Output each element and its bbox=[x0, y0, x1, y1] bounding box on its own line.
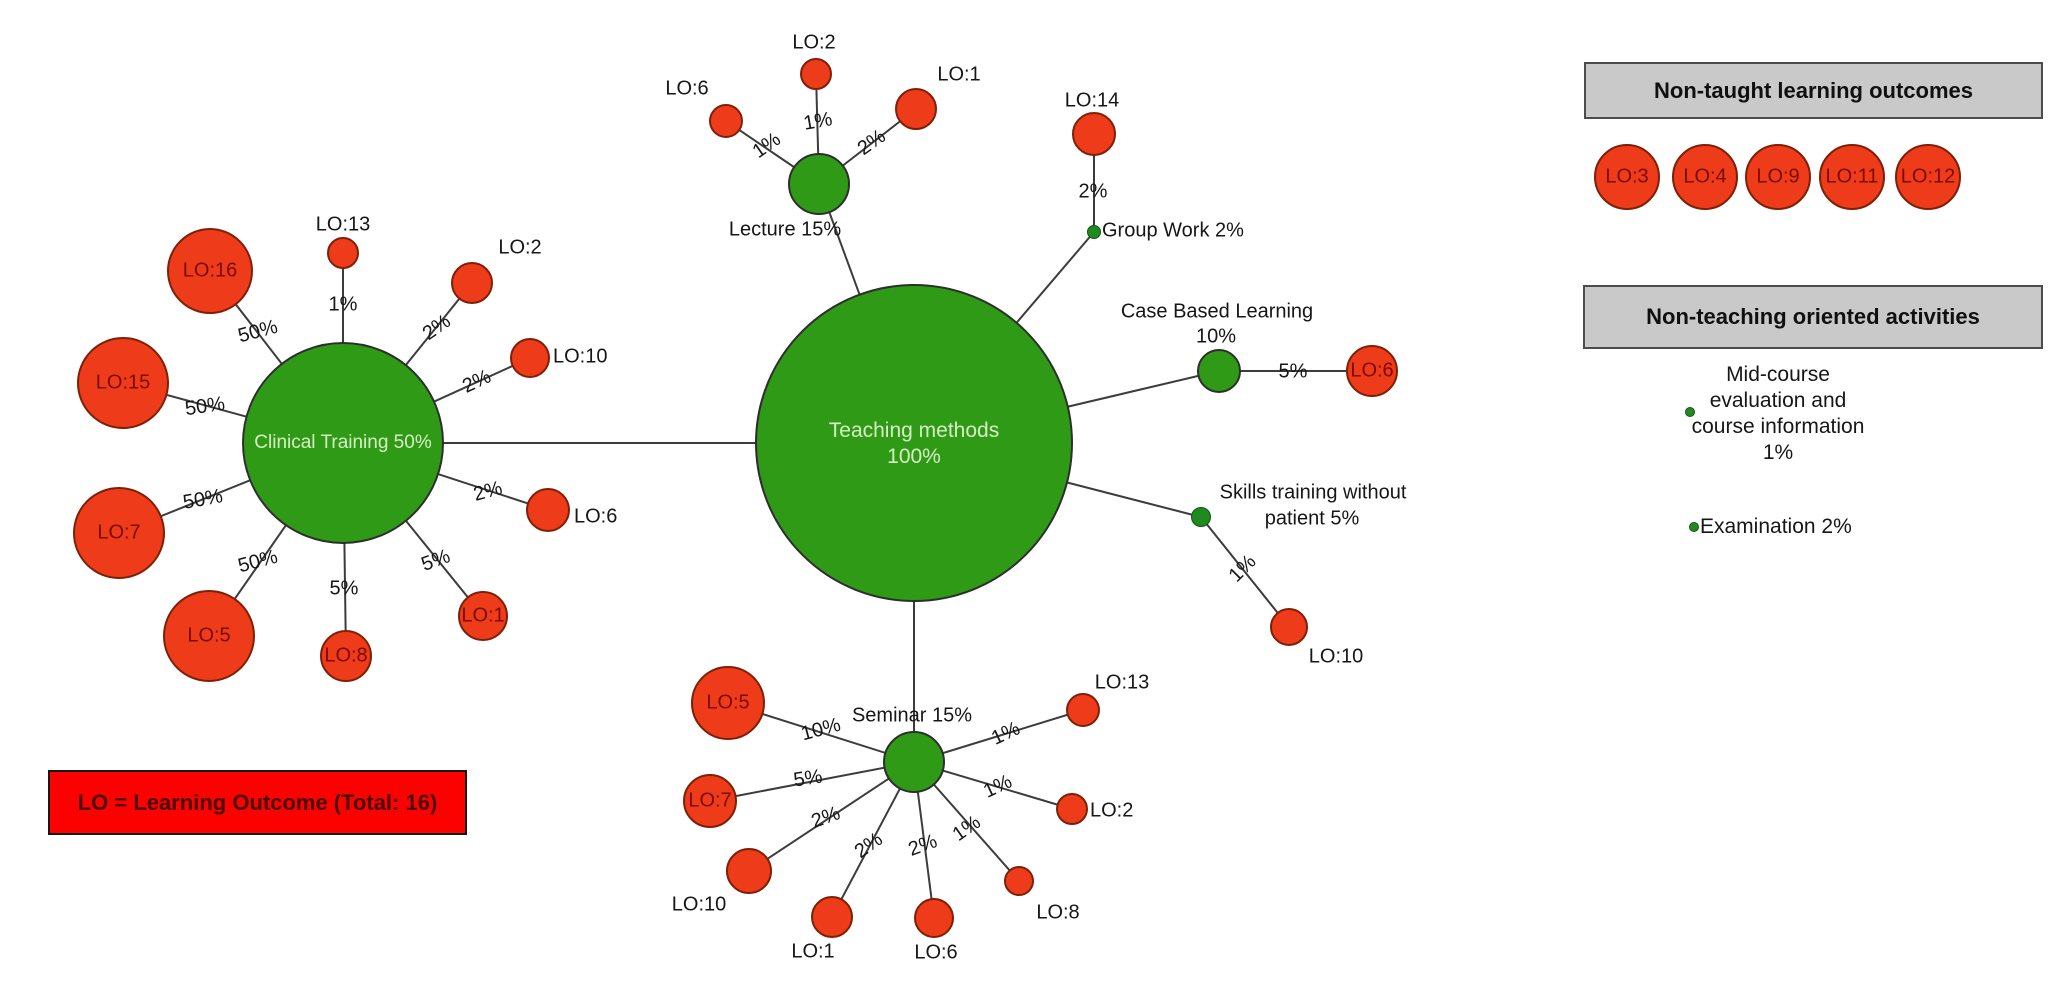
outcome-node bbox=[1346, 345, 1398, 397]
outcome-node bbox=[167, 228, 253, 314]
seminar-hub-node bbox=[883, 731, 945, 793]
teaching-methods-hub-node bbox=[755, 284, 1073, 602]
outcome-node bbox=[77, 337, 169, 429]
outcome-label: LO:10 bbox=[553, 345, 608, 368]
clinical-training-hub-node bbox=[242, 342, 444, 544]
mid-course-label-line3: course information bbox=[1691, 415, 1865, 438]
outcome-label: LO:1 bbox=[791, 940, 835, 963]
outcome-node bbox=[73, 487, 165, 579]
edge-percent-label: 2% bbox=[1078, 180, 1108, 203]
outcome-node bbox=[451, 262, 493, 304]
lecture-hub-label: Lecture 15% bbox=[728, 218, 842, 241]
outcome-node bbox=[1270, 608, 1308, 646]
outcome-label: LO:1 bbox=[461, 604, 505, 627]
case-based-hub-label-line2: 10% bbox=[1195, 325, 1237, 348]
mid-course-label: Mid-course evaluation and course informa… bbox=[1628, 362, 1928, 466]
non-taught-outcomes-header: Non-taught learning outcomes bbox=[1584, 62, 2043, 119]
non-taught-outcome-label: LO:4 bbox=[1683, 165, 1727, 188]
outcome-label: LO:5 bbox=[706, 691, 750, 714]
outcome-label: LO:6 bbox=[1350, 359, 1394, 382]
outcome-label: LO:14 bbox=[1064, 89, 1120, 112]
non-taught-outcome-node bbox=[1819, 144, 1885, 210]
outcome-node bbox=[726, 848, 772, 894]
edge-percent-label: 5% bbox=[329, 577, 359, 600]
outcome-node bbox=[1056, 793, 1088, 825]
non-taught-outcome-label: LO:9 bbox=[1756, 165, 1800, 188]
outcome-node bbox=[914, 898, 954, 938]
outcome-node bbox=[811, 896, 853, 938]
non-taught-outcome-label: LO:12 bbox=[1900, 165, 1956, 188]
outcome-label: LO:7 bbox=[688, 789, 732, 812]
mid-course-label-line1: Mid-course bbox=[1726, 363, 1830, 386]
skills-hub-label-line2: patient 5% bbox=[1264, 507, 1360, 530]
lecture-hub-node bbox=[788, 153, 850, 215]
outcome-node bbox=[1072, 112, 1116, 156]
non-taught-outcome-node bbox=[1745, 144, 1811, 210]
outcome-label: LO:7 bbox=[97, 521, 141, 544]
outcome-label: LO:15 bbox=[95, 371, 151, 394]
outcome-label: LO:1 bbox=[937, 63, 981, 86]
non-taught-outcome-node bbox=[1594, 144, 1660, 210]
edge-seminar-lo10 bbox=[748, 761, 915, 872]
outcome-label: LO:2 bbox=[498, 236, 542, 259]
outcome-label: LO:8 bbox=[1036, 901, 1080, 924]
outcome-node bbox=[1066, 693, 1100, 727]
mid-course-label-line4: 1% bbox=[1762, 441, 1794, 464]
skills-hub-label-line1: Skills training without bbox=[1219, 481, 1407, 504]
teaching-hub-label-line1: Teaching methods bbox=[828, 418, 1000, 442]
case-based-hub-node bbox=[1197, 349, 1241, 393]
outcome-label: LO:2 bbox=[1090, 799, 1134, 822]
outcome-node bbox=[458, 591, 508, 641]
non-taught-outcome-label: LO:3 bbox=[1605, 165, 1649, 188]
edge-percent-label: 5% bbox=[792, 765, 824, 792]
clinical-hub-label: Clinical Training 50% bbox=[254, 432, 432, 454]
examination-node bbox=[1689, 522, 1699, 532]
examination-label: Examination 2% bbox=[1700, 514, 1852, 538]
outcome-node bbox=[320, 630, 372, 682]
outcome-label: LO:10 bbox=[1308, 645, 1364, 668]
non-taught-outcomes-title: Non-taught learning outcomes bbox=[1654, 77, 1973, 103]
outcome-node bbox=[526, 488, 570, 532]
group-work-hub-node bbox=[1087, 225, 1101, 239]
outcome-node bbox=[709, 104, 743, 138]
outcome-label: LO:6 bbox=[574, 505, 618, 528]
outcome-node bbox=[691, 666, 765, 740]
mid-course-label-line2: evaluation and bbox=[1709, 389, 1847, 412]
mid-course-node bbox=[1685, 407, 1695, 417]
outcome-node bbox=[683, 774, 737, 828]
outcome-node bbox=[800, 58, 832, 90]
outcome-label: LO:6 bbox=[665, 77, 709, 100]
legend-box: LO = Learning Outcome (Total: 16) bbox=[48, 770, 467, 835]
non-teaching-activities-header: Non-teaching oriented activities bbox=[1583, 285, 2043, 349]
outcome-node bbox=[163, 590, 255, 682]
outcome-label: LO:5 bbox=[187, 624, 231, 647]
legend-text: LO = Learning Outcome (Total: 16) bbox=[77, 789, 438, 815]
skills-training-hub-node bbox=[1191, 507, 1211, 527]
non-teaching-activities-title: Non-teaching oriented activities bbox=[1646, 304, 1980, 329]
outcome-label: LO:13 bbox=[1094, 671, 1150, 694]
outcome-node bbox=[1004, 866, 1034, 896]
outcome-label: LO:2 bbox=[792, 31, 836, 54]
non-taught-outcome-node bbox=[1672, 144, 1738, 210]
edge-percent-label: 1% bbox=[801, 108, 835, 135]
outcome-node bbox=[327, 237, 359, 269]
edge-percent-label: 1% bbox=[328, 293, 358, 316]
edge-skills-lo10 bbox=[1200, 516, 1290, 628]
outcome-label: LO:10 bbox=[671, 893, 727, 916]
outcome-label: LO:6 bbox=[914, 941, 958, 964]
teaching-hub-label-line2: 100% bbox=[887, 444, 941, 468]
case-based-hub-label-line1: Case Based Learning bbox=[1120, 300, 1314, 323]
edge-percent-label: 5% bbox=[1278, 360, 1308, 383]
outcome-label: LO:16 bbox=[182, 259, 238, 282]
non-taught-outcome-label: LO:11 bbox=[1825, 165, 1879, 188]
outcome-node bbox=[895, 88, 937, 130]
edge-seminar-lo7 bbox=[709, 761, 915, 802]
group-work-hub-label: Group Work 2% bbox=[1102, 219, 1244, 242]
seminar-hub-label: Seminar 15% bbox=[851, 704, 973, 727]
outcome-label: LO:8 bbox=[324, 644, 368, 667]
non-taught-outcome-node bbox=[1895, 144, 1961, 210]
outcome-node bbox=[510, 338, 550, 378]
outcome-label: LO:13 bbox=[315, 213, 371, 236]
